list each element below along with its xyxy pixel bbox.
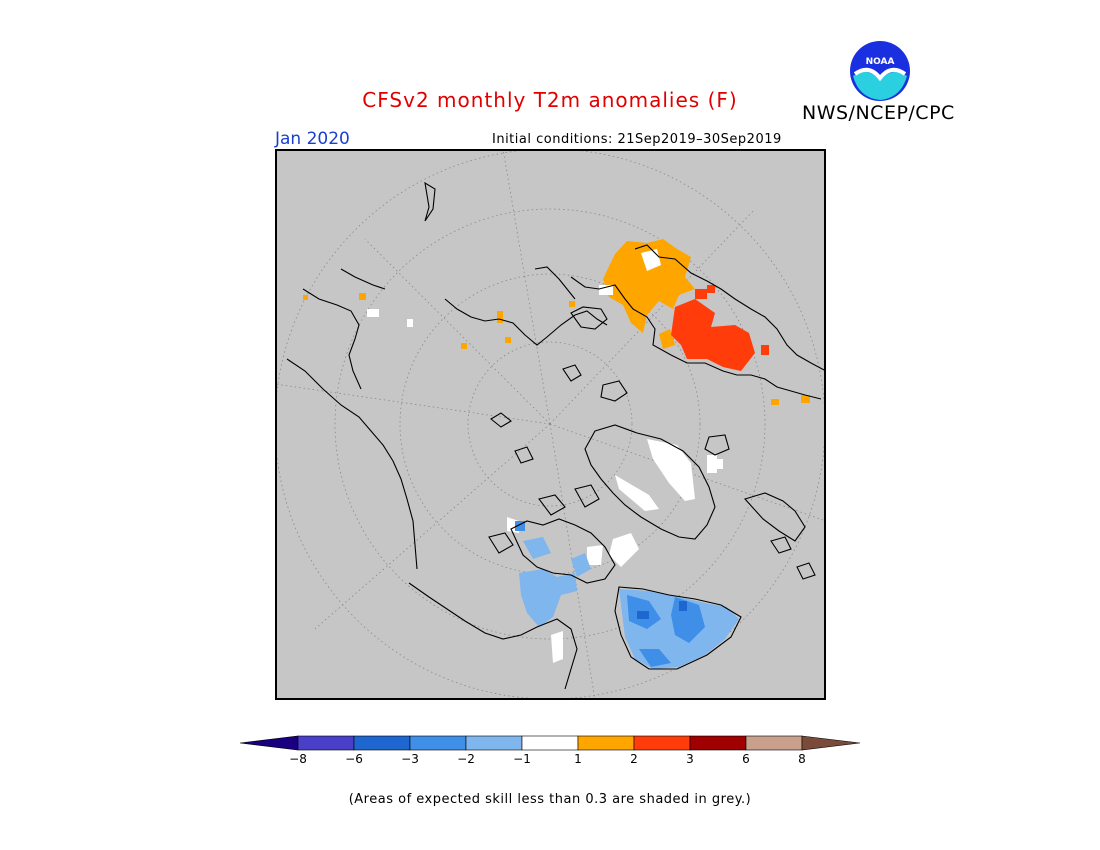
coastlines (286, 181, 826, 690)
map-frame (275, 149, 826, 700)
legend-swatch (353, 735, 411, 751)
legend-arrow-low (239, 735, 299, 751)
legend-tick-label: −1 (513, 752, 531, 766)
forecast-month: Jan 2020 (275, 129, 350, 149)
legend-swatch (745, 735, 803, 751)
legend-tick-label: 3 (686, 752, 694, 766)
anomaly-red (671, 285, 769, 371)
skill-footnote: (Areas of expected skill less than 0.3 a… (348, 792, 752, 807)
map-title: CFSv2 monthly T2m anomalies (F) (362, 88, 738, 112)
legend-tick-label: −6 (345, 752, 363, 766)
legend-tick-label: 8 (798, 752, 806, 766)
anomaly-white (367, 249, 723, 663)
legend-swatch (689, 735, 747, 751)
logo-text: NOAA (866, 57, 895, 67)
legend-tick-label: 2 (630, 752, 638, 766)
polar-map (275, 149, 826, 700)
legend-tick-label: −3 (401, 752, 419, 766)
legend-arrow-high (801, 735, 861, 751)
legend-swatch (577, 735, 635, 751)
legend-swatch (465, 735, 523, 751)
legend-swatch (409, 735, 467, 751)
legend-swatch (521, 735, 579, 751)
legend-swatch (297, 735, 355, 751)
anomaly-darkblue (637, 601, 687, 619)
legend-tick-label: 6 (742, 752, 750, 766)
legend-tick-label: −2 (457, 752, 475, 766)
anomaly-orange (303, 239, 810, 405)
color-legend: −8 −6 −3 −2 −1 1 2 3 6 8 (239, 735, 861, 766)
organization-label: NWS/NCEP/CPC (802, 102, 955, 124)
initial-conditions: Initial conditions: 21Sep2019–30Sep2019 (492, 132, 782, 147)
legend-tick-label: 1 (574, 752, 582, 766)
legend-tick-label: −8 (289, 752, 307, 766)
legend-swatch (633, 735, 691, 751)
noaa-logo: NOAA (850, 41, 910, 101)
